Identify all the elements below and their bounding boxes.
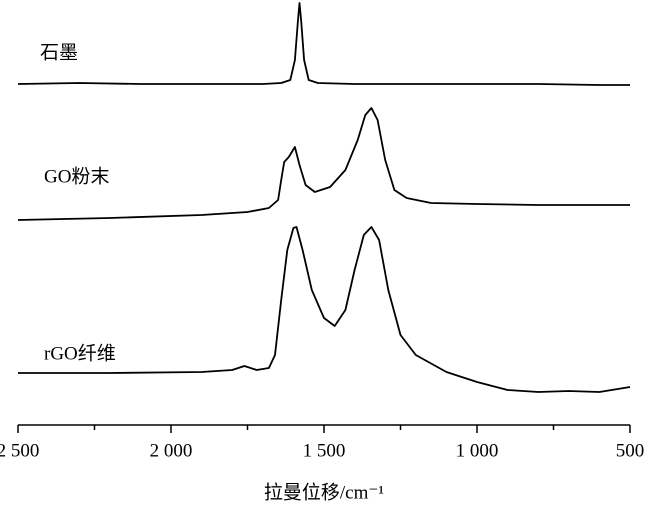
spectrum-line: [17, 2, 630, 86]
series-label: 石墨: [40, 42, 78, 63]
x-tick-label: 2 500: [0, 440, 39, 461]
spectrum-line: [17, 107, 630, 221]
x-tick-label: 1 000: [456, 440, 499, 461]
x-tick-label: 1 500: [303, 440, 346, 461]
x-axis-label: 拉曼位移/cm⁻¹: [264, 481, 385, 503]
x-tick-label: 2 000: [150, 440, 193, 461]
series-label: rGO纤维: [44, 342, 116, 364]
x-tick-label: 500: [616, 440, 645, 461]
series-label: GO粉末: [44, 165, 109, 187]
spectrum-line: [18, 226, 631, 393]
